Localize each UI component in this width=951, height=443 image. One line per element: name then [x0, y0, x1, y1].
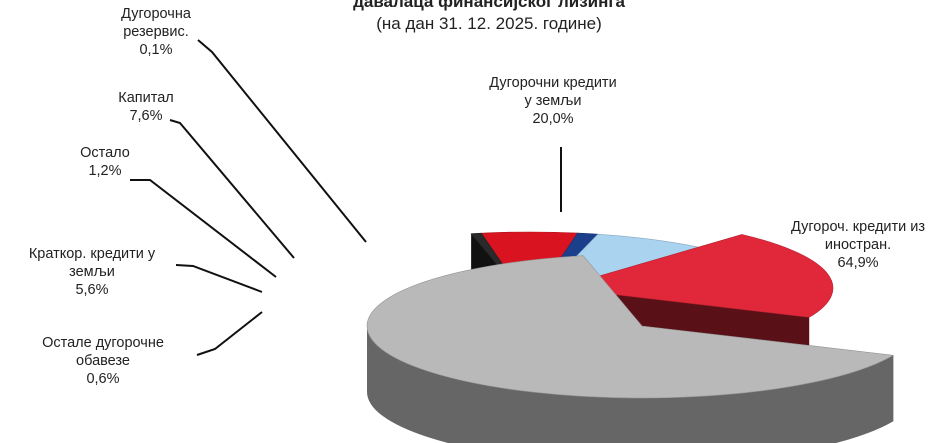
slice-value-label: 7,6% — [129, 108, 162, 124]
leader-line — [130, 179, 277, 278]
slice-name-label: Капитал — [118, 90, 173, 106]
slice-name-label: Дугорочна — [121, 6, 192, 22]
slice-name-label: Остало — [80, 145, 130, 161]
slice-value-label: 0,6% — [86, 371, 119, 387]
slice-name-label: земљи — [69, 264, 115, 280]
pie-slice-side — [367, 326, 894, 443]
slice-name-label: резервис. — [123, 24, 189, 40]
chart-title: давалаца финансијског лизинга — [353, 0, 625, 11]
slice-name-label: Краткор. кредити у — [29, 246, 156, 262]
leader-line — [196, 311, 263, 356]
slice-name-label: иностран. — [825, 237, 891, 253]
slice-name-label: Остале дугорочне — [42, 335, 164, 351]
leader-line — [197, 39, 367, 243]
slice-name-label: обавезе — [76, 353, 130, 369]
chart-subtitle: (на дан 31. 12. 2025. године) — [376, 14, 602, 33]
slice-value-label: 0,1% — [139, 42, 172, 58]
slice-name-label: Дугороч. кредити из — [791, 219, 925, 235]
leader-line — [175, 264, 263, 293]
slice-value-label: 20,0% — [532, 111, 573, 127]
slice-value-label: 64,9% — [837, 255, 878, 271]
slice-labels: Дугороч. кредити из иностран. 64,9% Остале … — [29, 6, 926, 387]
pie-slice-top — [557, 234, 834, 318]
slice-value-label: 1,2% — [88, 163, 121, 179]
pie-slices — [366, 231, 895, 443]
slice-value-label: 5,6% — [75, 282, 108, 298]
slice-name-label: Дугорочни кредити — [489, 75, 616, 91]
leader-line — [169, 119, 295, 259]
pie-slice-top — [366, 255, 895, 399]
slice-name-label: у земљи — [524, 93, 581, 109]
